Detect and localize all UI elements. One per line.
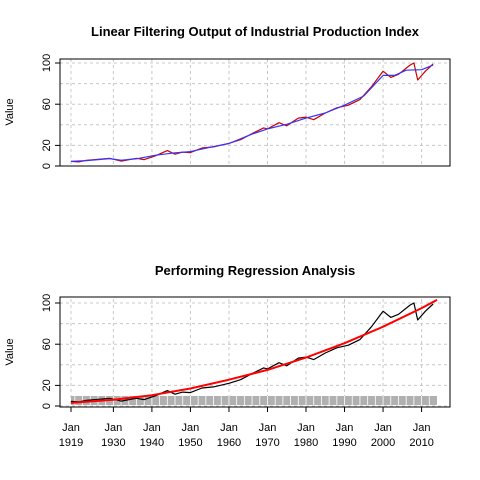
bottom-chart-grid (60, 299, 450, 407)
bottom-chart-band (71, 396, 437, 405)
bottom-chart-y-tick-label: 60 (41, 338, 53, 350)
top-chart-frame (59, 58, 451, 167)
top-chart-lines (70, 62, 434, 163)
top-chart: Linear Filtering Output of Industrial Pr… (4, 24, 451, 169)
bottom-chart-x-tick-month: Jan (336, 422, 354, 434)
bottom-chart-x-tick-year: 1990 (332, 437, 356, 449)
bottom-chart: Performing Regression Analysis 02060100 … (4, 263, 451, 449)
bottom-chart-x-tick-year: 1960 (217, 437, 241, 449)
bottom-chart-x-tick-month: Jan (374, 422, 392, 434)
bottom-chart-x-tick-month: Jan (413, 422, 431, 434)
bottom-chart-x-tick-year: 2000 (371, 437, 395, 449)
bottom-chart-x-tick-year: 1980 (294, 437, 318, 449)
bottom-chart-x-tick-month: Jan (143, 422, 161, 434)
bottom-chart-frame (59, 296, 451, 408)
bottom-chart-x-tick-year: 2010 (409, 437, 433, 449)
bottom-chart-y-tick-label: 20 (41, 379, 53, 391)
top-chart-series-line (70, 64, 434, 162)
bottom-chart-series-line (70, 302, 434, 403)
top-chart-y-tick-label: 20 (41, 139, 53, 151)
bottom-chart-x-tick-month: Jan (297, 422, 315, 434)
bottom-chart-x-tick-year: 1950 (178, 437, 202, 449)
bottom-chart-x-tick-year: 1940 (140, 437, 164, 449)
bottom-chart-ylabel: Value (4, 338, 16, 365)
top-chart-y-tick-label: 60 (41, 98, 53, 110)
bottom-chart-series-line (70, 299, 438, 404)
bottom-chart-y-axis: 0 20 60 100 (41, 294, 60, 409)
bottom-chart-band-ticks (74, 396, 430, 405)
top-chart-y-tick-label: 100 (41, 54, 53, 72)
bottom-chart-x-tick-year: 1919 (59, 437, 83, 449)
bottom-chart-x-axis: Jan 1919 Jan 1930 Jan 1940 Jan 1950 Jan 1960 Jan 19… (59, 407, 434, 449)
bottom-chart-x-tick-month: Jan (105, 422, 123, 434)
bottom-chart-x-tick-month: Jan (182, 422, 200, 434)
bottom-chart-y-tick-label: 0 (41, 403, 53, 409)
bottom-chart-x-tick-year: 1970 (255, 437, 279, 449)
bottom-chart-x-tick-month: Jan (259, 422, 277, 434)
top-chart-y-tick-label: 0 (41, 163, 53, 169)
bottom-chart-x-tick-month: Jan (62, 422, 80, 434)
top-chart-title: Linear Filtering Output of Industrial Pr… (91, 24, 420, 39)
bottom-chart-x-tick-year: 1930 (101, 437, 125, 449)
top-chart-ylabel: Value (4, 98, 16, 125)
bottom-chart-lines (70, 299, 438, 404)
top-chart-y-axis: 0 20 60 100 (41, 54, 60, 169)
bottom-chart-title: Performing Regression Analysis (155, 263, 355, 278)
top-chart-series-line (70, 62, 434, 163)
bottom-chart-y-tick-label: 100 (41, 294, 53, 312)
bottom-chart-x-tick-month: Jan (220, 422, 238, 434)
